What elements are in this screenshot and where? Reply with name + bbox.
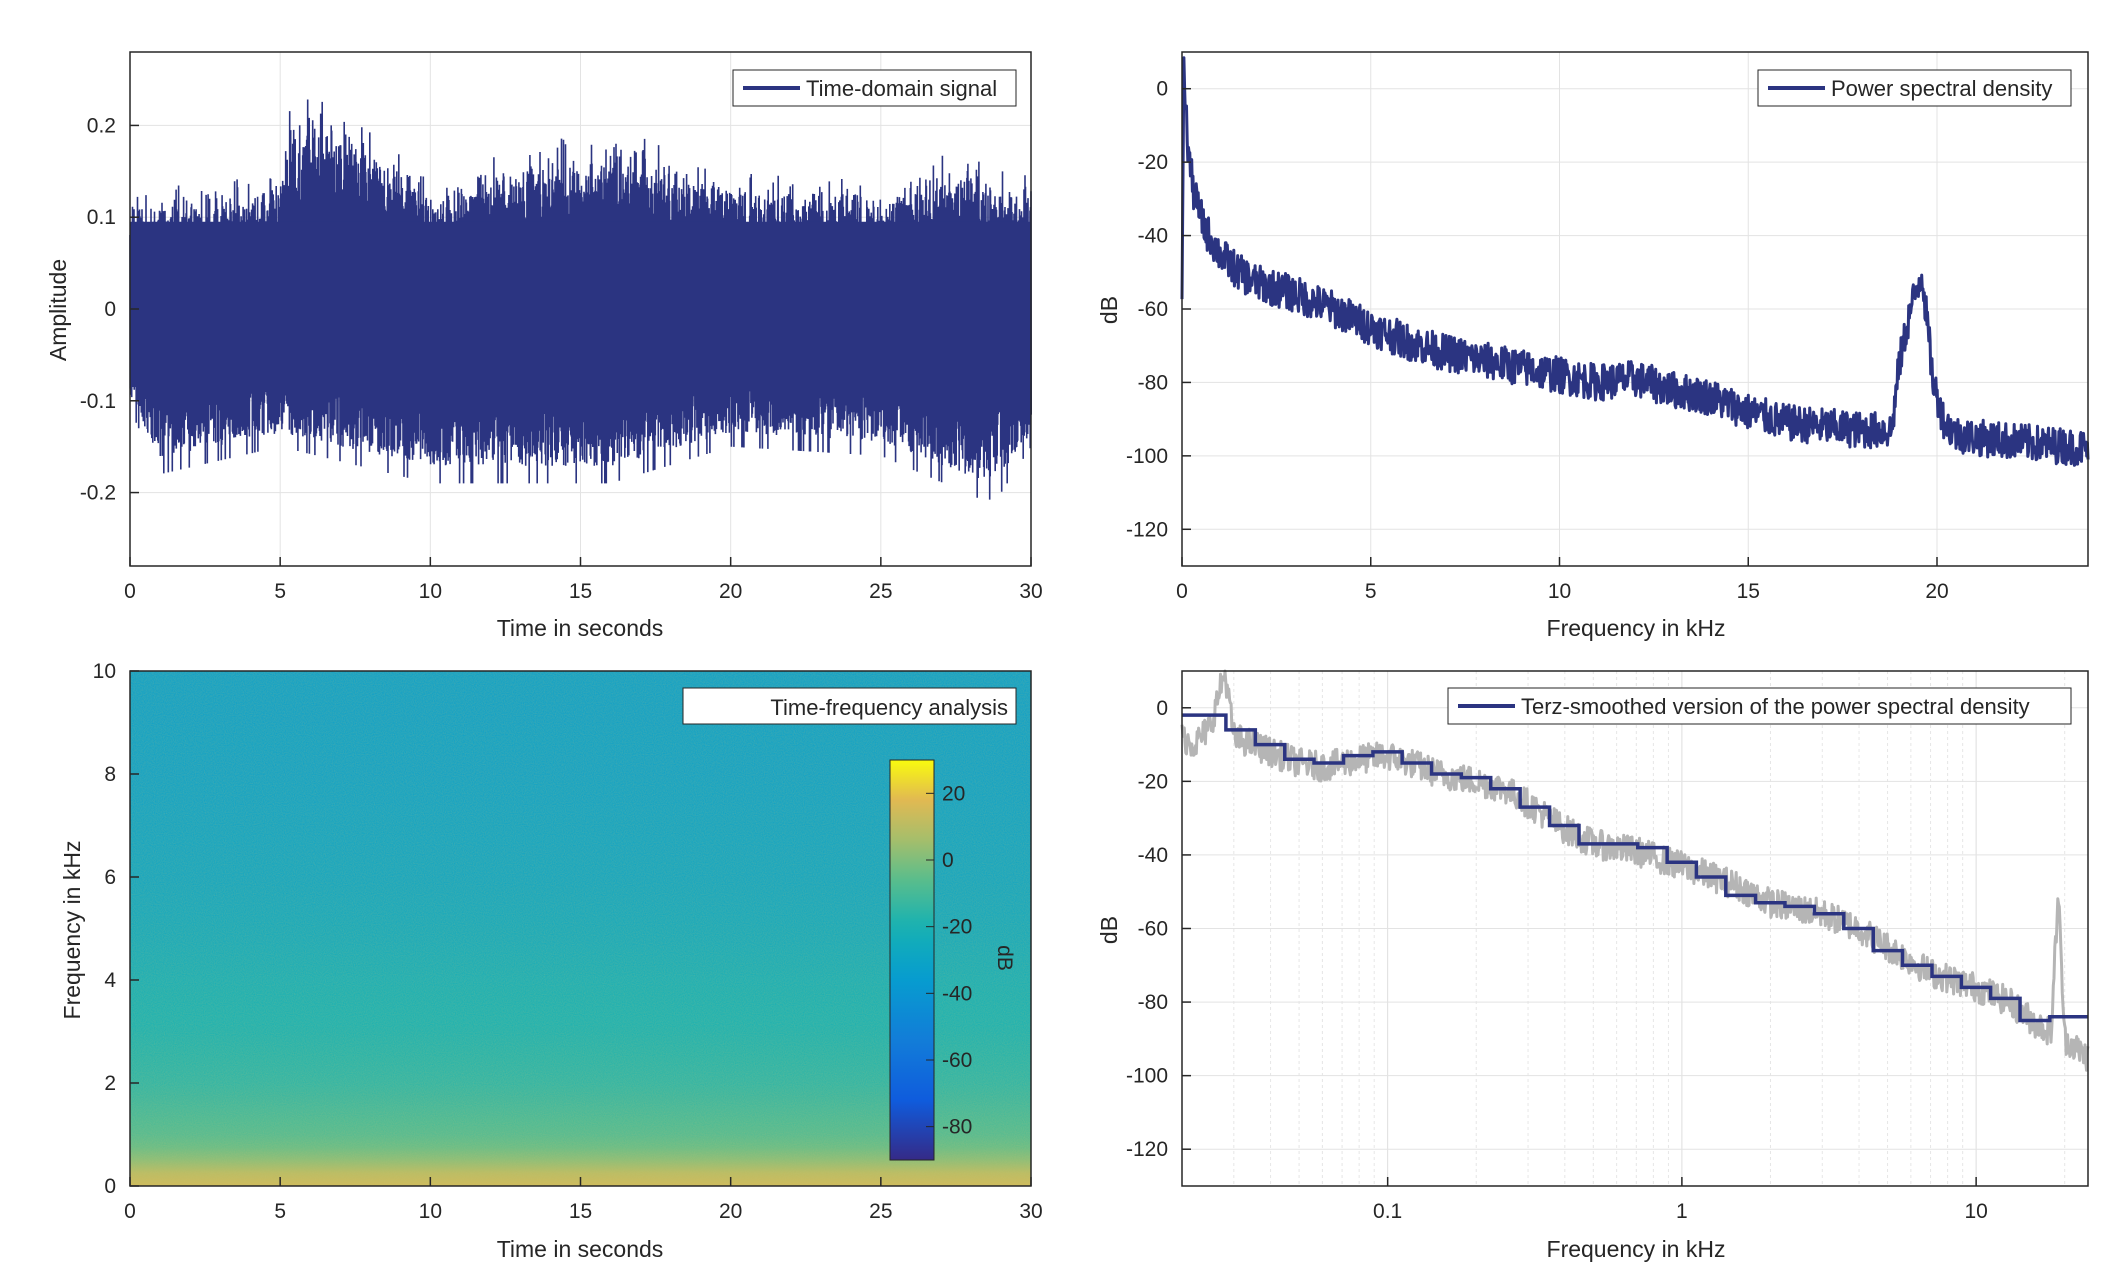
y-tick-label: -100	[1126, 445, 1168, 468]
x-tick-label: 1	[1676, 1200, 1688, 1223]
legend: Time-domain signal	[732, 69, 1017, 107]
x-tick-label: 10	[1964, 1200, 1987, 1223]
legend-entry: Time-domain signal	[806, 76, 997, 101]
y-tick-label: -60	[1138, 918, 1168, 941]
colorbar-label: dB	[993, 945, 1016, 971]
colorbar-tick-label: -80	[942, 1116, 972, 1139]
y-axis-label: dB	[1096, 916, 1122, 944]
colorbar-tick-label: -40	[942, 982, 972, 1005]
y-tick-label: 4	[104, 969, 116, 992]
x-tick-label: 5	[1365, 580, 1377, 603]
x-tick-label: 0	[124, 580, 136, 603]
x-tick-label: 10	[419, 1200, 442, 1223]
y-tick-label: -20	[1138, 770, 1168, 793]
y-tick-label: 6	[104, 866, 116, 889]
x-tick-label: 20	[719, 1200, 742, 1223]
y-axis-label: Frequency in kHz	[59, 841, 85, 1020]
legend-entry: Time-frequency analysis	[770, 695, 1008, 720]
colorbar: 20 0 -20 -40 -60 -80 dB	[889, 759, 1016, 1161]
series-core-time-domain-signal	[130, 221, 1031, 387]
y-tick-label: 0	[104, 298, 116, 321]
y-axis-label: Amplitude	[45, 259, 71, 361]
spectrogram-texture	[130, 671, 1031, 1186]
legend: Time-frequency analysis	[682, 687, 1017, 725]
y-tick-label: 8	[104, 763, 116, 786]
legend: Power spectral density	[1757, 69, 2072, 107]
series-line-power-spectral-density	[1180, 56, 2090, 467]
panel-psd: 0 5 10 15 20 0 -20 -40 -60 -80 -100 -120 Frequency…	[1096, 51, 2090, 641]
x-axis-label: Frequency in kHz	[1547, 615, 1726, 641]
x-tick-label: 10	[419, 580, 442, 603]
x-axis-label: Frequency in kHz	[1547, 1236, 1726, 1262]
y-axis-label: dB	[1096, 296, 1122, 324]
y-tick-label: 0.2	[87, 114, 116, 137]
y-tick-label: -60	[1138, 298, 1168, 321]
x-tick-label: 15	[1737, 580, 1760, 603]
panel-time-domain: 0 5 10 15 20 25 30 -0.2 -0.1 0 0.1 0.2 Time in sec…	[45, 51, 1043, 641]
y-tick-label: -100	[1126, 1065, 1168, 1088]
x-tick-label: 25	[869, 580, 892, 603]
x-axis-label: Time in seconds	[497, 1236, 664, 1262]
x-tick-label: 0.1	[1373, 1200, 1402, 1223]
y-tick-label: 0	[1156, 78, 1168, 101]
x-tick-label: 30	[1019, 1200, 1042, 1223]
x-tick-label: 15	[569, 580, 592, 603]
y-tick-label: -40	[1138, 844, 1168, 867]
y-tick-label: -120	[1126, 518, 1168, 541]
y-tick-label: -120	[1126, 1138, 1168, 1161]
x-tick-label: 5	[274, 1200, 286, 1223]
series-line-raw-psd	[1180, 669, 2090, 1072]
panel-terz-psd: 0.1 1 10 0 -20 -40 -60 -80 -100 -120 Frequency i…	[1096, 669, 2090, 1262]
legend: Terz-smoothed version of the power spect…	[1447, 687, 2072, 725]
colorbar-tick-label: 20	[942, 782, 965, 805]
x-tick-label: 10	[1548, 580, 1571, 603]
x-tick-label: 20	[719, 580, 742, 603]
x-tick-label: 5	[274, 580, 286, 603]
y-tick-label: -20	[1138, 151, 1168, 174]
y-tick-label: 10	[93, 660, 116, 683]
series-line-terz-smoothed	[1182, 713, 2088, 1023]
x-tick-label: 20	[1925, 580, 1948, 603]
colorbar-tick-label: 0	[942, 849, 954, 872]
y-tick-label: -0.1	[80, 390, 116, 413]
colorbar-tick-label: -60	[942, 1049, 972, 1072]
colorbar-tick-label: -20	[942, 916, 972, 939]
x-tick-label: 0	[1176, 580, 1188, 603]
y-tick-label: 0.1	[87, 206, 116, 229]
x-tick-label: 15	[569, 1200, 592, 1223]
legend-entry: Power spectral density	[1831, 76, 2052, 101]
y-tick-label: -80	[1138, 991, 1168, 1014]
legend-entry: Terz-smoothed version of the power spect…	[1521, 694, 2030, 719]
y-tick-label: 0	[104, 1175, 116, 1198]
x-tick-label: 0	[124, 1200, 136, 1223]
x-axis-label: Time in seconds	[497, 615, 664, 641]
y-tick-label: -80	[1138, 371, 1168, 394]
y-tick-label: 0	[1156, 697, 1168, 720]
x-tick-label: 25	[869, 1200, 892, 1223]
panel-spectrogram: 0 5 10 15 20 25 30 0 2 4 6 8 10 Time in seconds Fre…	[59, 660, 1043, 1262]
y-tick-label: 2	[104, 1072, 116, 1095]
x-tick-label: 30	[1019, 580, 1042, 603]
y-tick-label: -40	[1138, 225, 1168, 248]
y-tick-label: -0.2	[80, 482, 116, 505]
